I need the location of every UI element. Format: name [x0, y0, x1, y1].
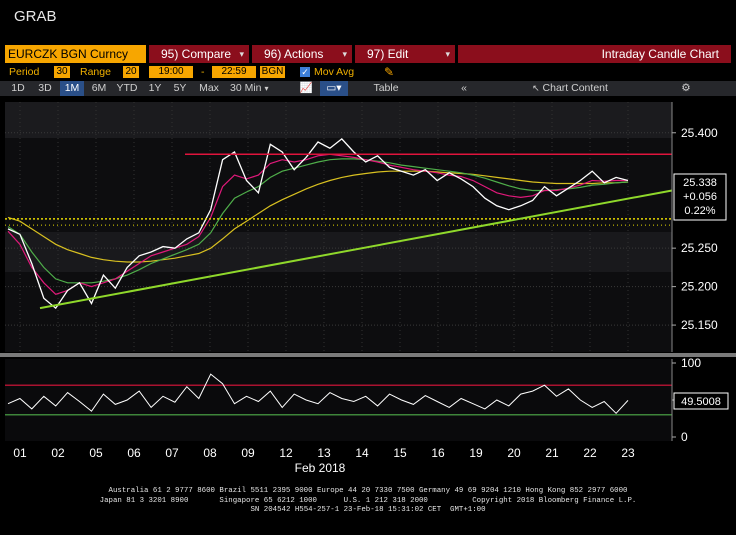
command-bar: EURCZK BGN Curncy 95) Compare ▾ 96) Acti… — [0, 45, 736, 63]
date-axis: 01 02 05 06 07 08 09 12 13 14 15 16 19 20 21 22 23 — [13, 446, 635, 460]
line-chart-icon[interactable]: 📈 — [299, 82, 313, 94]
window-title-bar: GRAB — [0, 0, 736, 38]
gear-icon[interactable]: ⚙ — [681, 82, 691, 94]
date-tick-label: 23 — [621, 446, 635, 460]
price-tick-label: 25.200 — [681, 280, 718, 294]
date-tick-label: 09 — [241, 446, 255, 460]
price-panel-band — [5, 102, 672, 138]
last-price-value: 25.338 — [683, 177, 717, 189]
range-button-1y[interactable]: 1Y — [148, 82, 162, 94]
range-button-max[interactable]: Max — [199, 82, 219, 94]
date-tick-label: 21 — [545, 446, 559, 460]
rsi-grid — [5, 384, 672, 416]
last-price-frame — [673, 173, 727, 221]
source-input[interactable]: BGN — [260, 66, 285, 78]
footer-line-1: Australia 61 2 9777 8600 Brazil 5511 239… — [108, 487, 628, 495]
security-field[interactable]: EURCZK BGN Curncy — [5, 45, 146, 63]
change-value: +0.056 — [683, 191, 717, 203]
end-time-input[interactable]: 22:59 — [212, 66, 256, 78]
mov-avg-checkbox[interactable]: ✓ — [300, 67, 310, 77]
date-tick-label: 20 — [507, 446, 521, 460]
rsi-series — [7, 373, 629, 415]
date-tick-label: 01 — [13, 446, 27, 460]
range-button-5y[interactable]: 5Y — [173, 82, 187, 94]
chart-canvas[interactable]: 25.150 25.200 25.250 25.400 05 0 100 01 02 05 06… — [0, 97, 736, 530]
moving-average-line — [7, 170, 629, 263]
collapse-left-icon[interactable]: « — [461, 82, 467, 94]
actions-menu[interactable]: 96) Actions ▾ — [252, 45, 352, 63]
time-separator: - — [201, 66, 205, 78]
footer-line-3: SN 204542 H554-257-1 23-Feb-18 15:31:02 … — [250, 506, 486, 514]
date-tick-label: 07 — [165, 446, 179, 460]
compare-menu[interactable]: 95) Compare ▾ — [149, 45, 249, 63]
chart-style-icon[interactable]: ▭▾ — [320, 81, 348, 96]
parameter-bar: Period 30 Range 20 19:00 - 22:59 BGN ✓ M… — [0, 64, 736, 80]
rsi-last-box: 49.5008 — [673, 392, 729, 410]
edit-label: 97) Edit — [367, 47, 409, 61]
range-button-ytd[interactable]: YTD — [116, 82, 138, 94]
chevron-down-icon: ▾ — [445, 49, 450, 59]
date-tick-label: 22 — [583, 446, 597, 460]
pointer-icon: ↖ — [532, 83, 540, 93]
price-line — [7, 138, 629, 310]
chart-area: 25.150 25.200 25.250 25.400 05 0 100 01 02 05 06… — [0, 97, 736, 530]
edit-menu[interactable]: 97) Edit ▾ — [355, 45, 455, 63]
chart-type-title: Intraday Candle Chart — [458, 45, 731, 63]
moving-average-line — [7, 153, 628, 295]
trendline — [39, 189, 673, 310]
start-time-input[interactable]: 19:00 — [149, 66, 193, 78]
chart-content-button[interactable]: ↖ Chart Content — [520, 81, 620, 96]
compare-label: 95) Compare — [161, 47, 232, 61]
rsi-tick-label: 0 — [681, 430, 688, 444]
footer: Australia 61 2 9777 8600 Brazil 5511 239… — [0, 487, 736, 516]
month-label: Feb 2018 — [295, 461, 346, 475]
range-label: Range — [80, 66, 111, 78]
chevron-down-icon: ▾ — [264, 84, 269, 93]
price-tick-label: 25.150 — [681, 318, 718, 332]
date-tick-label: 14 — [355, 446, 369, 460]
price-tick-label: 25.400 — [681, 126, 718, 140]
period-input[interactable]: 30 — [54, 66, 70, 78]
date-tick-label: 02 — [51, 446, 65, 460]
chart-content-label: Chart Content — [542, 82, 608, 94]
rsi-tick-label: 100 — [681, 356, 701, 370]
rsi-panel-bg — [5, 359, 672, 441]
range-input[interactable]: 20 — [123, 66, 139, 78]
footer-line-2: Japan 81 3 3201 8900 Singapore 65 6212 1… — [99, 496, 637, 505]
date-tick-label: 15 — [393, 446, 407, 460]
table-button[interactable]: Table — [373, 82, 399, 94]
window-title: GRAB — [14, 8, 57, 25]
period-label: Period — [9, 66, 40, 78]
rsi-last-value: 49.5008 — [681, 396, 721, 408]
price-series — [5, 138, 673, 310]
rsi-line — [7, 373, 629, 415]
date-tick-label: 06 — [127, 446, 141, 460]
last-price-box: 25.338 +0.056 0.22% — [673, 173, 727, 221]
date-tick-label: 16 — [431, 446, 445, 460]
range-button-3d[interactable]: 3D — [38, 82, 52, 94]
date-tick-label: 08 — [203, 446, 217, 460]
price-panel-bg — [5, 102, 672, 352]
date-tick-label: 12 — [279, 446, 293, 460]
actions-label: 96) Actions — [264, 47, 324, 61]
price-grid — [5, 102, 672, 352]
rsi-last-frame — [673, 392, 729, 410]
mov-avg-label: Mov Avg — [314, 66, 355, 78]
chevron-down-icon: ▾ — [342, 49, 347, 59]
date-tick-label: 05 — [89, 446, 103, 460]
price-axis: 25.150 25.200 25.250 25.400 — [671, 102, 718, 352]
toolbar: 1D 3D 1M 6M YTD 1Y 5Y Max 30 Min ▾ 📈 ▭▾ … — [0, 81, 736, 96]
chevron-down-icon: ▾ — [239, 49, 244, 59]
range-button-1d[interactable]: 1D — [11, 82, 25, 94]
date-tick-label: 19 — [469, 446, 483, 460]
pencil-icon[interactable]: ✎ — [384, 65, 395, 79]
interval-label: 30 Min — [230, 82, 262, 94]
interval-select[interactable]: 30 Min ▾ — [227, 81, 286, 96]
price-tick-label: 25.250 — [681, 241, 718, 255]
change-pct-value: 0.22% — [684, 205, 715, 217]
range-button-1m[interactable]: 1M — [60, 81, 84, 96]
range-button-6m[interactable]: 6M — [91, 82, 107, 94]
date-tick-label: 13 — [317, 446, 331, 460]
